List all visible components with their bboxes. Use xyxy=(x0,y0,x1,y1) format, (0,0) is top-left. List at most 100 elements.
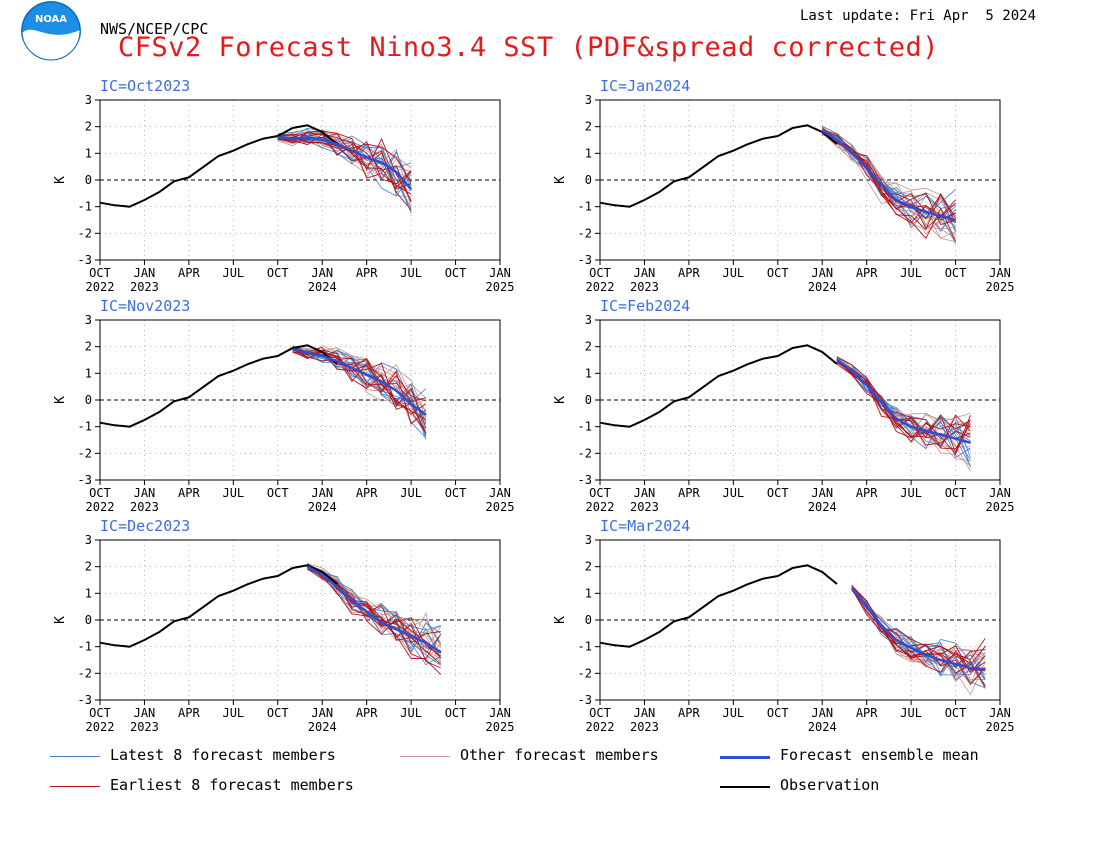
y-tick-label: 2 xyxy=(585,340,592,354)
x-tick-year-label: 2023 xyxy=(630,720,659,734)
x-tick-label: APR xyxy=(678,706,700,720)
earliest-member-line xyxy=(836,363,971,449)
y-tick-label: 0 xyxy=(585,393,592,407)
x-tick-label: JUL xyxy=(900,486,922,500)
x-tick-year-label: 2022 xyxy=(586,720,615,734)
ensemble-mean-point xyxy=(351,599,353,601)
ensemble-mean-point xyxy=(895,418,897,420)
x-tick-label: APR xyxy=(178,266,200,280)
ensemble-mean-line xyxy=(277,136,413,191)
ensemble-mean-point xyxy=(321,355,323,357)
x-tick-label: APR xyxy=(678,266,700,280)
x-tick-label: JUL xyxy=(222,486,244,500)
x-tick-label: JUL xyxy=(900,266,922,280)
ensemble-mean-point xyxy=(940,434,942,436)
y-tick-label: 3 xyxy=(85,93,92,107)
x-tick-label: OCT xyxy=(767,706,789,720)
ensemble-mean-point xyxy=(984,668,986,670)
x-tick-label: APR xyxy=(856,486,878,500)
y-tick-label: 0 xyxy=(585,613,592,627)
y-tick-label: 1 xyxy=(585,366,592,380)
x-tick-label: OCT xyxy=(767,486,789,500)
legend-mean-swatch xyxy=(720,756,770,759)
x-tick-year-label: 2023 xyxy=(130,280,159,294)
x-tick-label: JUL xyxy=(400,266,422,280)
y-tick-label: -3 xyxy=(78,473,92,487)
y-tick-label: -2 xyxy=(78,226,92,240)
ensemble-mean-point xyxy=(321,139,323,141)
earliest-member-line xyxy=(277,136,412,189)
y-tick-label: -3 xyxy=(578,473,592,487)
x-tick-label: JUL xyxy=(222,266,244,280)
y-tick-label: 1 xyxy=(85,366,92,380)
y-tick-label: 0 xyxy=(85,613,92,627)
x-tick-label: JUL xyxy=(722,266,744,280)
earliest-member-line xyxy=(851,585,986,688)
ensemble-mean-point xyxy=(380,380,383,382)
x-tick-year-label: 2024 xyxy=(308,280,337,294)
ensemble-mean-point xyxy=(895,639,897,641)
ensemble-mean-point xyxy=(866,384,868,386)
x-tick-label: JAN xyxy=(489,486,511,500)
x-tick-label: OCT xyxy=(445,266,467,280)
observation-line xyxy=(599,124,838,208)
legend-observation-label: Observation xyxy=(780,776,880,794)
latest-member-line xyxy=(292,347,427,439)
ensemble-mean-point xyxy=(895,199,897,201)
x-tick-label: APR xyxy=(356,266,378,280)
y-tick-label: -1 xyxy=(78,420,92,434)
y-tick-label: -3 xyxy=(78,253,92,267)
latest-member-line xyxy=(292,349,427,403)
ensemble-mean-line xyxy=(292,348,427,416)
x-tick-label: OCT xyxy=(589,486,611,500)
ensemble-mean-point xyxy=(380,162,383,164)
x-tick-label: JAN xyxy=(634,266,656,280)
legend-other-swatch xyxy=(400,756,450,757)
y-tick-label: 2 xyxy=(85,120,92,134)
ensemble-mean-point xyxy=(425,414,427,416)
earliest-member-line xyxy=(851,587,986,668)
x-tick-year-label: 2023 xyxy=(130,500,159,514)
x-tick-year-label: 2023 xyxy=(130,720,159,734)
ensemble-mean-point xyxy=(851,370,853,372)
ensemble-mean-point xyxy=(880,624,883,626)
x-tick-label: OCT xyxy=(267,706,289,720)
x-tick-label: JAN xyxy=(989,486,1011,500)
x-tick-label: OCT xyxy=(945,486,967,500)
y-tick-label: 1 xyxy=(85,586,92,600)
other-member-line xyxy=(851,588,986,686)
y-tick-label: 1 xyxy=(85,146,92,160)
y-tick-label: 3 xyxy=(85,533,92,547)
y-tick-label: 3 xyxy=(585,93,592,107)
x-tick-label: JAN xyxy=(989,706,1011,720)
x-tick-year-label: 2024 xyxy=(308,720,337,734)
ensemble-mean-point xyxy=(955,663,957,665)
y-tick-label: -2 xyxy=(578,666,592,680)
y-tick-label: -2 xyxy=(78,666,92,680)
x-tick-label: OCT xyxy=(767,266,789,280)
y-axis-label: K xyxy=(553,396,568,404)
y-tick-label: 2 xyxy=(585,120,592,134)
ensemble-mean-point xyxy=(955,219,957,221)
noaa-logo: NOAA xyxy=(21,1,81,62)
other-member-line xyxy=(836,360,971,428)
x-tick-label: JAN xyxy=(134,266,156,280)
ensemble-mean-point xyxy=(366,374,368,376)
y-tick-label: -2 xyxy=(78,446,92,460)
panel-ic-label: IC=Jan2024 xyxy=(600,77,690,95)
ensemble-mean-point xyxy=(955,438,957,440)
ensemble-mean-point xyxy=(351,367,353,369)
x-tick-year-label: 2024 xyxy=(808,280,837,294)
ensemble-mean-point xyxy=(336,586,338,588)
x-tick-label: JUL xyxy=(900,706,922,720)
y-tick-label: -1 xyxy=(578,640,592,654)
x-tick-label: JUL xyxy=(400,706,422,720)
x-tick-label: JAN xyxy=(489,706,511,720)
y-tick-label: -1 xyxy=(78,200,92,214)
y-tick-label: 1 xyxy=(585,146,592,160)
y-tick-label: 3 xyxy=(585,533,592,547)
